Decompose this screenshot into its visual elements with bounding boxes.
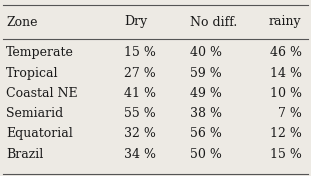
Text: Temperate: Temperate [6, 46, 74, 59]
Text: Tropical: Tropical [6, 67, 59, 80]
Text: 55 %: 55 % [124, 107, 156, 120]
Text: Equatorial: Equatorial [6, 127, 73, 140]
Text: 15 %: 15 % [270, 147, 302, 161]
Text: 59 %: 59 % [190, 67, 221, 80]
Text: rainy: rainy [269, 15, 302, 29]
Text: 41 %: 41 % [124, 87, 156, 100]
Text: Semiarid: Semiarid [6, 107, 63, 120]
Text: 15 %: 15 % [124, 46, 156, 59]
Text: Dry: Dry [124, 15, 148, 29]
Text: 40 %: 40 % [190, 46, 222, 59]
Text: 32 %: 32 % [124, 127, 156, 140]
Text: No diff.: No diff. [190, 15, 237, 29]
Text: 49 %: 49 % [190, 87, 221, 100]
Text: 50 %: 50 % [190, 147, 221, 161]
Text: Brazil: Brazil [6, 147, 44, 161]
Text: 14 %: 14 % [270, 67, 302, 80]
Text: 12 %: 12 % [270, 127, 302, 140]
Text: 46 %: 46 % [270, 46, 302, 59]
Text: 38 %: 38 % [190, 107, 222, 120]
Text: 27 %: 27 % [124, 67, 156, 80]
Text: 7 %: 7 % [278, 107, 302, 120]
Text: 34 %: 34 % [124, 147, 156, 161]
Text: 56 %: 56 % [190, 127, 221, 140]
Text: Zone: Zone [6, 15, 38, 29]
Text: Coastal NE: Coastal NE [6, 87, 78, 100]
Text: 10 %: 10 % [270, 87, 302, 100]
